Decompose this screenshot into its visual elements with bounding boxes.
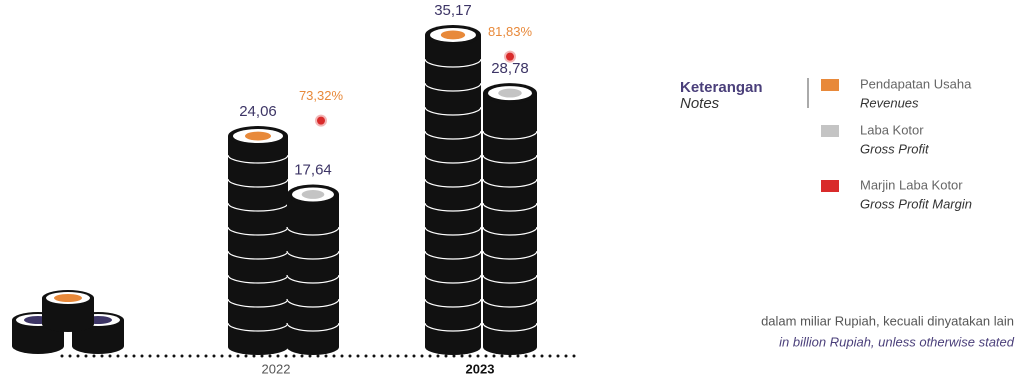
bar-stripe xyxy=(286,226,340,236)
bar-stripe xyxy=(227,226,289,236)
bar-stripe xyxy=(424,322,482,332)
bar-stripe xyxy=(227,322,289,332)
value-label: 81,83% xyxy=(488,24,533,39)
bar-stripe xyxy=(482,202,538,212)
bar-stripe xyxy=(482,298,538,308)
bar-stripe xyxy=(227,202,289,212)
bar-stripe xyxy=(424,58,482,68)
bar-stripe xyxy=(424,274,482,284)
value-label: 73,32% xyxy=(299,88,344,103)
legend-label-en: Gross Profit xyxy=(860,141,930,156)
bar-stripe xyxy=(424,202,482,212)
bar-stripe xyxy=(227,298,289,308)
bar-stripe xyxy=(424,130,482,140)
bar-top-fill xyxy=(440,30,466,40)
bar-stripe xyxy=(424,178,482,188)
bar xyxy=(483,93,537,356)
legend-title-en: Notes xyxy=(680,95,720,112)
bar-stripe xyxy=(286,250,340,260)
bar-stripe xyxy=(227,274,289,284)
margin-dot xyxy=(315,114,327,127)
legend-label: Pendapatan Usaha xyxy=(860,76,972,91)
legend-label-en: Gross Profit Margin xyxy=(860,196,972,211)
x-tick-label: 2022 xyxy=(262,361,291,376)
bar-stripe xyxy=(424,154,482,164)
legend-label-en: Revenues xyxy=(860,95,919,110)
x-tick-label: 2023 xyxy=(466,361,495,376)
bar-stripe xyxy=(286,274,340,284)
legend-title: Keterangan xyxy=(680,79,763,96)
bar xyxy=(287,194,339,355)
bar-top-fill xyxy=(301,190,325,199)
decoration-sushi xyxy=(12,290,124,354)
note-en: in billion Rupiah, unless otherwise stat… xyxy=(779,334,1015,349)
value-label: 28,78 xyxy=(491,60,529,77)
bar-stripe xyxy=(424,226,482,236)
note: dalam miliar Rupiah, kecuali dinyatakan … xyxy=(761,313,1014,328)
bar-stripe xyxy=(286,298,340,308)
bar-stripe xyxy=(227,154,289,164)
bar-stripe xyxy=(424,298,482,308)
legend-swatch xyxy=(821,125,839,137)
legend-label: Marjin Laba Kotor xyxy=(860,177,963,192)
bar-stripe xyxy=(424,250,482,260)
bar-stripe xyxy=(424,106,482,116)
bar-top-fill xyxy=(498,88,522,98)
legend-swatch xyxy=(821,79,839,91)
legend-label: Laba Kotor xyxy=(860,122,924,137)
bar-stripe xyxy=(424,82,482,92)
bar-top-fill xyxy=(244,131,272,141)
value-label: 17,64 xyxy=(294,161,332,178)
value-label: 35,17 xyxy=(434,2,472,19)
bar-stripe xyxy=(482,274,538,284)
bar-stripe xyxy=(286,322,340,332)
bar-stripe xyxy=(482,130,538,140)
margin-dot xyxy=(504,50,516,63)
bar xyxy=(425,34,481,355)
bar-stripe xyxy=(482,250,538,260)
bar-stripe xyxy=(482,178,538,188)
bar-stripe xyxy=(227,250,289,260)
bar-stripe xyxy=(227,178,289,188)
legend-swatch xyxy=(821,180,839,192)
bar-stripe xyxy=(482,322,538,332)
bar-stripe xyxy=(482,226,538,236)
value-label: 24,06 xyxy=(239,103,277,120)
bar-stripe xyxy=(482,154,538,164)
bar xyxy=(228,136,288,355)
